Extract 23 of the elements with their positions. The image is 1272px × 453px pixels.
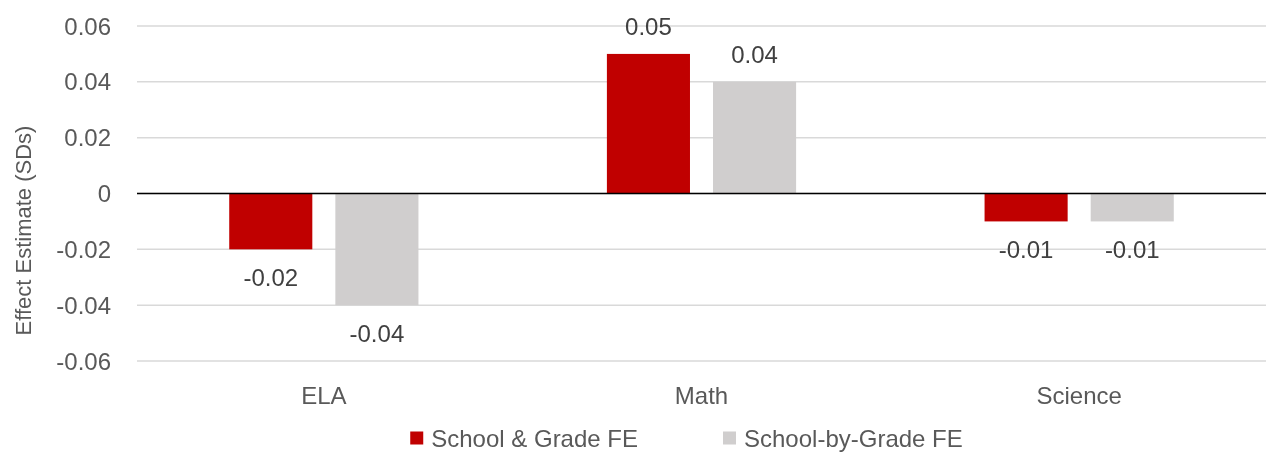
data-label: -0.02 — [243, 264, 299, 292]
y-axis-title: Effect Estimate (SDs) — [11, 125, 36, 336]
legend-label: School & Grade FE — [431, 424, 639, 452]
data-label: 0.05 — [625, 12, 672, 40]
bar — [984, 193, 1068, 222]
y-tick-label: 0 — [97, 180, 111, 207]
y-tick-label: 0.04 — [64, 68, 111, 96]
x-tick-label: Science — [1036, 382, 1122, 409]
bar — [1090, 193, 1174, 222]
y-tick-label: 0.02 — [64, 124, 111, 152]
y-tick-label: -0.06 — [56, 347, 111, 375]
y-tick-label: -0.04 — [56, 291, 111, 319]
y-tick-label: -0.02 — [56, 235, 111, 263]
data-label: -0.04 — [349, 320, 405, 348]
data-label: -0.01 — [998, 236, 1054, 264]
data-label: -0.01 — [1104, 236, 1160, 264]
data-label: 0.04 — [731, 40, 778, 68]
bar — [606, 53, 690, 194]
legend-label: School-by-Grade FE — [744, 424, 963, 452]
x-tick-label: ELA — [301, 382, 347, 409]
x-tick-label: Math — [674, 382, 729, 409]
bar — [229, 193, 313, 250]
y-tick-label: 0.06 — [64, 12, 111, 40]
